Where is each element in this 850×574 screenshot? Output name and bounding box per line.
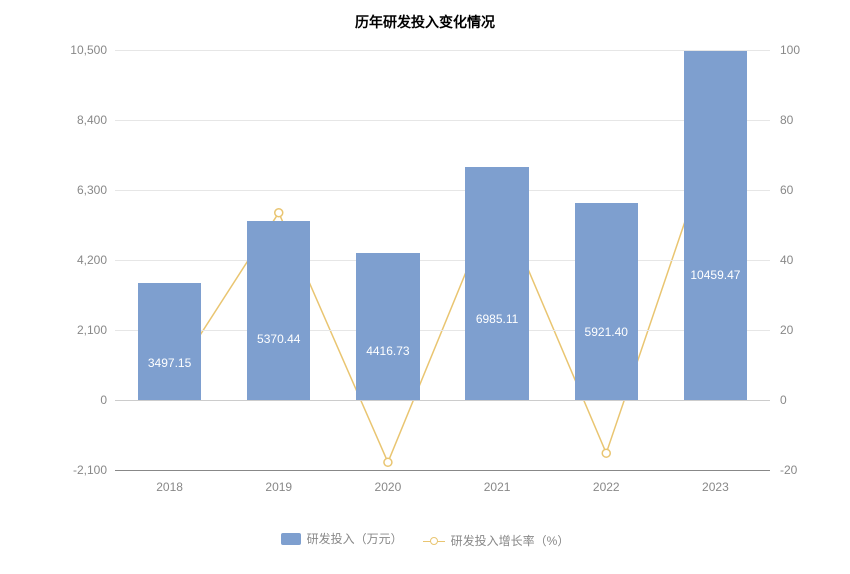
bar [575, 203, 638, 400]
bar-value-label: 5370.44 [239, 332, 319, 346]
legend: 研发投入（万元） 研发投入增长率（%） [0, 530, 850, 550]
x-tick-label: 2020 [358, 480, 418, 494]
grid-line [115, 400, 770, 401]
grid-line [115, 190, 770, 191]
legend-item: 研发投入增长率（%） [423, 532, 570, 549]
x-tick-label: 2018 [140, 480, 200, 494]
bar-value-label: 5921.40 [566, 325, 646, 339]
y-right-tick-label: 60 [780, 183, 820, 197]
bar-value-label: 3497.15 [130, 356, 210, 370]
bar [465, 167, 528, 400]
x-tick-label: 2021 [467, 480, 527, 494]
legend-label: 研发投入（万元） [307, 530, 403, 547]
grid-line [115, 330, 770, 331]
bar-value-label: 6985.11 [457, 312, 537, 326]
y-left-tick-label: 0 [57, 393, 107, 407]
grid-line [115, 50, 770, 51]
chart-container: 历年研发投入变化情况 -2,10002,1004,2006,3008,40010… [0, 0, 850, 574]
line-marker [384, 458, 392, 466]
y-right-tick-label: 0 [780, 393, 820, 407]
y-left-tick-label: 10,500 [57, 43, 107, 57]
y-right-tick-label: 40 [780, 253, 820, 267]
y-right-tick-label: 80 [780, 113, 820, 127]
y-left-tick-label: 6,300 [57, 183, 107, 197]
legend-item: 研发投入（万元） [281, 530, 403, 547]
y-right-tick-label: 20 [780, 323, 820, 337]
bar [247, 221, 310, 400]
bar-value-label: 4416.73 [348, 344, 428, 358]
plot-area: -2,10002,1004,2006,3008,40010,500-200204… [115, 50, 770, 470]
y-right-tick-label: -20 [780, 463, 820, 477]
line-marker [275, 209, 283, 217]
x-tick-label: 2022 [576, 480, 636, 494]
legend-line-marker-icon [430, 537, 438, 545]
legend-label: 研发投入增长率（%） [451, 532, 570, 549]
y-left-tick-label: 4,200 [57, 253, 107, 267]
legend-swatch-line [423, 535, 445, 547]
legend-swatch-bar [281, 533, 301, 545]
y-right-tick-label: 100 [780, 43, 820, 57]
x-tick-label: 2023 [685, 480, 745, 494]
grid-line [115, 470, 770, 471]
bar [138, 283, 201, 400]
grid-line [115, 260, 770, 261]
bar [356, 253, 419, 400]
chart-title: 历年研发投入变化情况 [0, 12, 850, 32]
y-left-tick-label: 8,400 [57, 113, 107, 127]
grid-line [115, 120, 770, 121]
bar [684, 51, 747, 400]
x-tick-label: 2019 [249, 480, 309, 494]
y-left-tick-label: -2,100 [57, 463, 107, 477]
bar-value-label: 10459.47 [675, 268, 755, 282]
line-marker [602, 449, 610, 457]
y-left-tick-label: 2,100 [57, 323, 107, 337]
